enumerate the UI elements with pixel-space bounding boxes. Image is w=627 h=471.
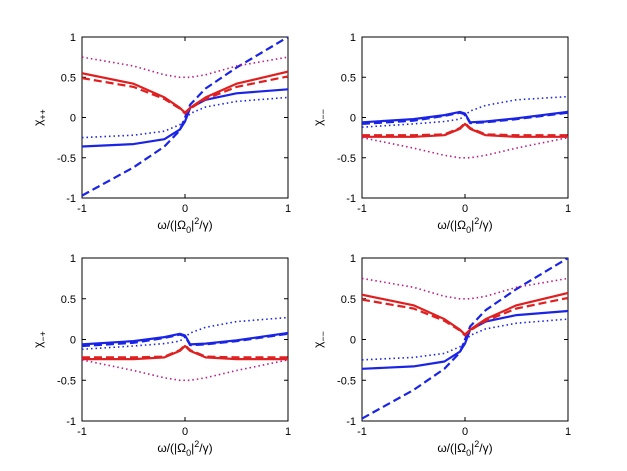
y-tick-label: -0.5 (57, 153, 76, 165)
plot-frame (81, 257, 289, 422)
series-red-dashed (362, 121, 568, 137)
y-tick-label: 0 (350, 335, 356, 347)
y-axis-label: χ++ (31, 109, 48, 126)
y-tick-label: -0.5 (337, 153, 356, 165)
x-tick-label: 0 (182, 203, 188, 215)
y-tick-label: 1 (70, 32, 76, 44)
series-blue-dotted (362, 95, 568, 128)
series-blue-dotted (82, 316, 288, 351)
series-blue-dashed (82, 332, 288, 348)
series-red-dashed (362, 296, 568, 337)
y-tick-label: -0.5 (337, 375, 356, 387)
x-axis-label: ω/(|Ω0|2/γ) (157, 216, 212, 235)
y-tick-label: 0 (350, 113, 356, 125)
x-tick-label: 0 (462, 203, 468, 215)
x-tick-label: 1 (565, 203, 571, 215)
series-blue-dashed (82, 37, 288, 197)
panel-bottom-left: -1 -0.5 0 0.5 1 -1 0 1 χ−+ ω/(|Ω0|2/γ) (31, 253, 291, 458)
x-axis-label: ω/(|Ω0|2/γ) (437, 216, 492, 235)
x-tick-label: -1 (357, 426, 367, 438)
y-axis-label: χ−+ (31, 331, 48, 348)
series-magenta-dotted (362, 136, 568, 159)
panel-top-right: -1 -0.5 0 0.5 1 -1 0 1 χ−− ω/(|Ω0|2/γ) (311, 32, 571, 235)
y-tick-label: 1 (350, 253, 356, 265)
series-blue-solid (82, 88, 288, 148)
series-blue-dashed (362, 258, 568, 420)
y-tick-label: 1 (70, 253, 76, 265)
y-tick-label: 0.5 (61, 72, 76, 84)
series-magenta-dotted (82, 359, 288, 382)
x-tick-label: 1 (285, 426, 291, 438)
y-tick-label: 1 (350, 32, 356, 44)
y-tick-label: -0.5 (57, 375, 76, 387)
x-tick-label: 0 (182, 426, 188, 438)
x-tick-label: -1 (357, 203, 367, 215)
x-tick-label: 1 (285, 203, 291, 215)
series-blue-solid (362, 309, 568, 370)
y-tick-label: -1 (66, 416, 76, 428)
y-tick-label: -1 (346, 193, 356, 205)
y-tick-label: 0 (70, 335, 76, 347)
y-axis-label: χ−− (311, 331, 328, 348)
x-tick-label: -1 (77, 203, 87, 215)
y-tick-label: -1 (66, 193, 76, 205)
series-blue-dashed (362, 111, 568, 125)
x-tick-label: -1 (77, 426, 87, 438)
y-axis-label: χ−− (311, 109, 328, 126)
x-axis-label: ω/(|Ω0|2/γ) (157, 439, 212, 458)
plot-frame (361, 36, 569, 199)
y-tick-label: 0.5 (341, 72, 356, 84)
y-tick-label: 0.5 (61, 294, 76, 306)
y-tick-label: -1 (346, 416, 356, 428)
series-red-dashed (82, 75, 288, 115)
x-tick-label: 0 (462, 426, 468, 438)
x-tick-label: 1 (565, 426, 571, 438)
panel-bottom-right: -1 -0.5 0 0.5 1 -1 0 1 χ−− ω/(|Ω0|2/γ) (311, 253, 571, 458)
y-tick-label: 0 (70, 113, 76, 125)
x-axis-label: ω/(|Ω0|2/γ) (437, 439, 492, 458)
panel-top-left: -1 -0.5 0 0.5 1 -1 0 1 χ++ ω/(|Ω0|2/γ) (31, 32, 291, 235)
series-red-solid (82, 344, 288, 361)
series-red-solid (362, 122, 568, 138)
y-tick-label: 0.5 (341, 294, 356, 306)
series-red-dashed (82, 344, 288, 359)
